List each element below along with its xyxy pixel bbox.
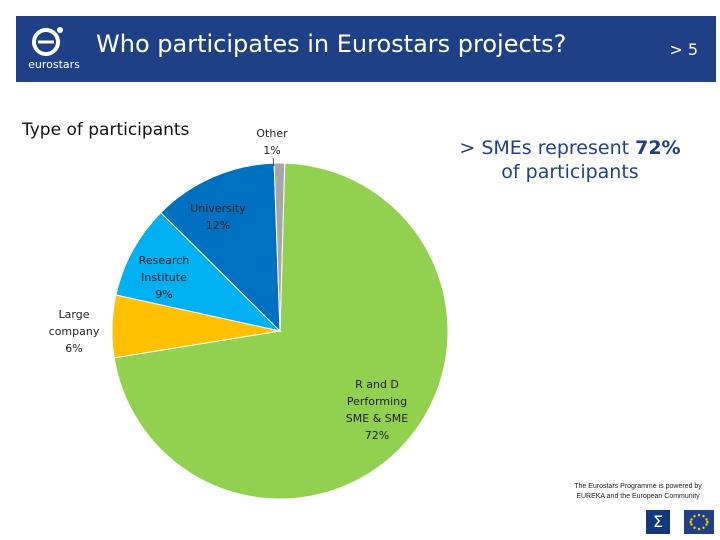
pie-slice-research-institute xyxy=(115,211,282,332)
pie-label-large-company: Large company 6% xyxy=(49,308,100,355)
pie-label-other: Other 1% xyxy=(256,127,288,157)
highlight-text: > SMEs represent 72% of participants xyxy=(452,136,688,184)
eurostars-logo: eurostars xyxy=(24,22,84,78)
pie-label-university: University 12% xyxy=(190,202,246,232)
pie-label-r-and-d-performing-sme-sme: R and D Performing SME & SME 72% xyxy=(346,378,408,442)
eurostars-e-icon xyxy=(32,27,63,56)
other-leader-line xyxy=(272,157,275,167)
page-title: Who participates in Eurostars projects? xyxy=(96,30,567,58)
footer-line-2: EUREKA and the European Community xyxy=(576,493,700,500)
page-number: > 5 xyxy=(669,40,698,59)
pie-slice-other xyxy=(273,162,286,332)
footer-text: The Eurostars Programme is powered by EU… xyxy=(560,482,716,502)
pie-label-research-institute: Research Institute 9% xyxy=(139,254,189,301)
chart-subtitle: Type of participants xyxy=(22,120,190,140)
highlight-suffix: of participants xyxy=(501,161,639,183)
eureka-logo-icon: Σ xyxy=(646,510,670,534)
logo-text: eurostars xyxy=(28,58,80,71)
highlight-value: 72% xyxy=(635,137,681,159)
pie-slice-university xyxy=(160,162,281,333)
highlight-prefix: > SMEs represent xyxy=(459,137,630,159)
header-bar: eurostars Who participates in Eurostars … xyxy=(16,16,716,82)
footer-line-1: The Eurostars Programme is powered by xyxy=(574,483,702,490)
pie-slice-r-and-d-performing-sme-sme xyxy=(113,162,449,500)
eu-flag-icon xyxy=(684,510,714,534)
